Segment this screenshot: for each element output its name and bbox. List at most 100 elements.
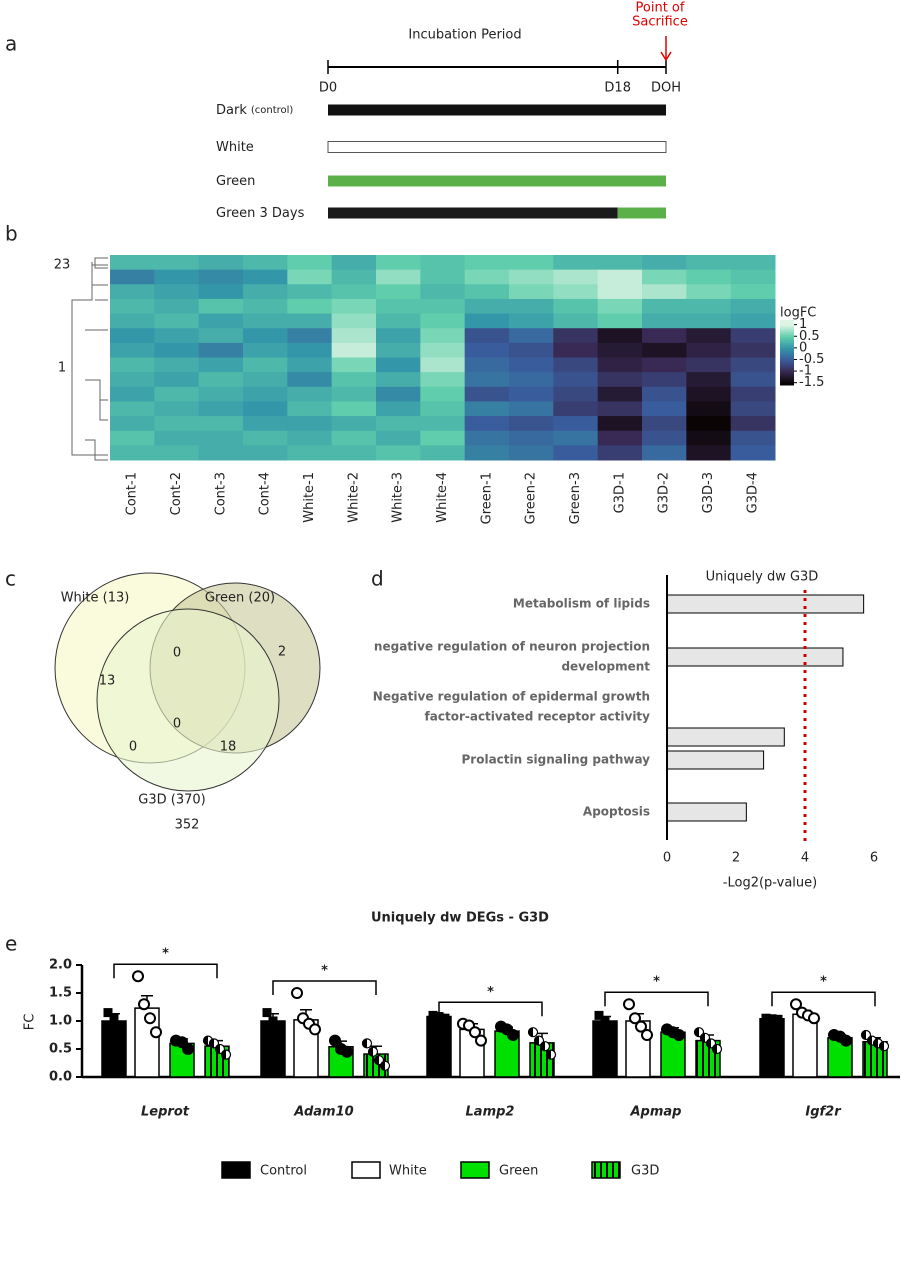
heat-cell (198, 313, 244, 329)
data-point (623, 998, 635, 1011)
x-tick-label: Leprot (141, 1105, 190, 1120)
heat-cell (464, 445, 510, 461)
heat-cell (597, 255, 643, 271)
heat-cell (110, 386, 155, 402)
heat-cell (509, 386, 554, 402)
heat-cell (376, 416, 421, 432)
heat-cell (376, 328, 421, 344)
heat-cell (243, 372, 288, 388)
heat-cell (287, 269, 333, 285)
heat-cell (597, 357, 643, 373)
colorbar-step (780, 350, 794, 353)
bar (260, 1020, 286, 1078)
data-point (606, 1020, 616, 1030)
colorbar-label: -1.5 (799, 375, 824, 390)
data-point (109, 1013, 119, 1023)
data-point (699, 1032, 711, 1043)
significance-label: * (321, 964, 328, 979)
heat-cell (110, 328, 155, 344)
heat-cell (420, 445, 466, 461)
heat-cell (243, 255, 288, 271)
tick-label: D0 (319, 81, 337, 96)
heat-cell (154, 313, 200, 329)
point-half (867, 1036, 872, 1046)
heat-cell (509, 255, 554, 271)
heat-cell (730, 357, 776, 373)
heat-cell (198, 416, 244, 432)
heat-cell (509, 372, 554, 388)
heat-cell (331, 401, 377, 417)
y-tick-label: 0.5 (49, 1042, 72, 1057)
heat-cell (686, 313, 732, 329)
heat-cell (420, 255, 466, 271)
heat-cell (642, 342, 687, 358)
colorbar-step (780, 380, 794, 383)
x-axis-label: -Log2(p-value) (723, 876, 817, 891)
heat-cell (686, 430, 732, 446)
colorbar-step (780, 326, 794, 329)
heat-cell (686, 269, 732, 285)
column-label: White-1 (302, 472, 317, 523)
heat-cell (154, 445, 200, 461)
bar (426, 1015, 452, 1078)
colorbar-step (780, 357, 794, 360)
heat-cell (198, 342, 244, 358)
heat-cell (730, 430, 776, 446)
heat-cell (642, 269, 687, 285)
heat-cell (597, 328, 643, 344)
significance-label: * (820, 975, 827, 990)
heat-cell (642, 386, 687, 402)
heat-cell (553, 255, 599, 271)
heat-cell (376, 401, 421, 417)
heat-cell (730, 416, 776, 432)
heat-cell (110, 313, 155, 329)
colorbar-step (780, 342, 794, 345)
heat-cell (110, 284, 155, 300)
heat-cell (243, 386, 288, 402)
colorbar-step (780, 337, 794, 340)
group-label: Dark (control) (216, 103, 293, 118)
heat-cell (597, 284, 643, 300)
category-label: Prolactin signaling pathway (462, 753, 651, 767)
heat-cell (243, 357, 288, 373)
x-tick-label: 4 (801, 851, 809, 866)
y-tick-label: 1.5 (49, 986, 72, 1001)
heat-cell (642, 430, 687, 446)
heat-cell (730, 401, 776, 417)
data-point (475, 1034, 487, 1047)
heat-cell (420, 372, 466, 388)
heat-cell (287, 430, 333, 446)
heat-cell (686, 284, 732, 300)
heat-cell (110, 445, 155, 461)
heat-cell (198, 357, 244, 373)
heat-cell (464, 386, 510, 402)
heat-cell (464, 357, 510, 373)
data-point (103, 1008, 113, 1018)
group-name: Dark (216, 103, 247, 118)
heat-cell (420, 328, 466, 344)
heat-cell (331, 416, 377, 432)
heat-cell (287, 416, 333, 432)
heat-cell (553, 416, 599, 432)
heat-cell (198, 298, 244, 315)
heat-cell (553, 357, 599, 373)
heat-cell (509, 416, 554, 432)
heat-cell (331, 445, 377, 461)
colorbar-step (780, 378, 794, 381)
heat-cell (198, 401, 244, 417)
data-point (361, 1038, 373, 1049)
heat-cell (464, 284, 510, 300)
x-tick-label: Lamp2 (466, 1105, 515, 1120)
heat-cell (597, 430, 643, 446)
heat-cell (509, 284, 554, 300)
panel-label: a (5, 32, 17, 56)
data-point (132, 970, 144, 983)
x-tick-label: Adam10 (293, 1105, 353, 1120)
legend-label: G3D (631, 1164, 659, 1179)
heat-cell (553, 342, 599, 358)
heat-cell (464, 401, 510, 417)
heat-cell (553, 372, 599, 388)
category-label: Apoptosis (583, 805, 650, 819)
point-half (873, 1038, 878, 1048)
heat-cell (287, 445, 333, 461)
